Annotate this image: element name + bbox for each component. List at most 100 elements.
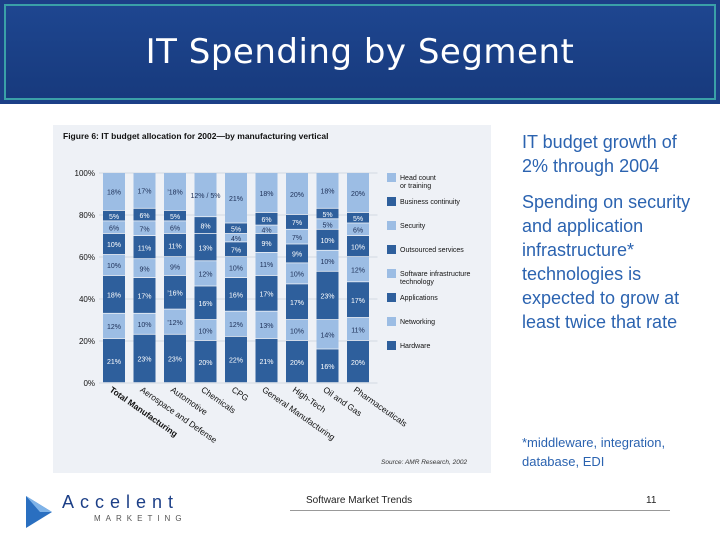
- bar-value-label: 23%: [137, 357, 151, 364]
- bar-segment: [255, 338, 278, 383]
- stacked-bar-chart: Figure 6: IT budget allocation for 2002—…: [53, 125, 491, 473]
- slide-header-frame: IT Spending by Segment: [4, 4, 716, 100]
- legend-swatch: [387, 317, 396, 326]
- bar-value-label: 13%: [198, 245, 212, 252]
- bar-segment: [225, 311, 247, 336]
- bar-segment: [316, 349, 339, 383]
- bar-value-label: 13%: [259, 323, 273, 330]
- legend-swatch: [387, 293, 396, 302]
- bar-value-label: 7%: [292, 235, 302, 242]
- bar-segment: [103, 221, 125, 234]
- bar-value-label: 9%: [139, 266, 149, 273]
- bar-value-label: 20%: [351, 191, 365, 198]
- bar-value-label: 5%: [109, 214, 119, 221]
- footer-divider: [290, 510, 670, 511]
- bar-segment: [194, 286, 217, 320]
- logo-tagline: MARKETING: [94, 514, 187, 523]
- chart-legend: Head count or training Business continuity…: [387, 173, 471, 350]
- bar-segment: [133, 173, 156, 208]
- bar-value-label: 18%: [107, 190, 121, 197]
- bar-value-label: 7%: [139, 226, 149, 233]
- figure-panel: Figure 6: IT budget allocation for 2002—…: [53, 125, 491, 473]
- notes-list: IT budget growth of 2% through 2004 Spen…: [522, 130, 702, 346]
- footer-text: Software Market Trends: [306, 495, 413, 506]
- slide-header: IT Spending by Segment: [0, 0, 720, 104]
- legend-label: Business continuity: [400, 199, 460, 206]
- bar-segment: [164, 275, 186, 309]
- legend-swatch: [387, 341, 396, 350]
- legend-swatch: [387, 221, 396, 230]
- bar-value-label: 7%: [292, 220, 302, 227]
- bar-value-label: 10%: [320, 238, 334, 245]
- bar-segment: [103, 313, 125, 339]
- bar-value-label: 21%: [107, 359, 121, 366]
- logo-name: Accelent: [62, 492, 180, 512]
- bar-value-label: 6%: [261, 217, 271, 224]
- bar-value-label: 10%: [290, 272, 304, 279]
- bar-segment: [255, 173, 278, 213]
- legend-label: Applications: [400, 295, 438, 302]
- bar-segment: [316, 320, 339, 349]
- bar-segment: [286, 215, 308, 229]
- y-axis: 0% 20% 40% 60% 80% 100%: [75, 169, 95, 388]
- y-tick-label: 0%: [83, 379, 95, 388]
- bar-value-label: 8%: [200, 223, 210, 230]
- bar-segment: [347, 212, 369, 223]
- logo-triangle-icon: [26, 496, 52, 528]
- bar-value-label: 5%: [322, 222, 332, 229]
- bar-segment: [255, 225, 278, 234]
- bar-value-label: 5%: [322, 212, 332, 219]
- bar-segment: [286, 341, 308, 383]
- legend-swatch: [387, 269, 396, 278]
- bar-segment: [133, 278, 156, 313]
- bar-segment: [103, 233, 125, 255]
- bar-segment: [194, 217, 217, 234]
- bar-value-label: 12%: [107, 324, 121, 331]
- bar-value-label: ’16%: [167, 291, 183, 298]
- bar-value-label: 20%: [290, 192, 304, 199]
- bar-value-label: 10%: [229, 265, 243, 272]
- bar-value-label: 18%: [259, 191, 273, 198]
- bar-value-label: 11%: [168, 243, 182, 250]
- bar-segment: [225, 173, 247, 223]
- bar-segment: [316, 208, 339, 219]
- legend-label: Outsourced services: [400, 247, 464, 254]
- bar-value-label: 4%: [231, 236, 241, 243]
- bar-segment: [286, 320, 308, 341]
- bar-segment: [194, 320, 217, 341]
- bar-segment: [255, 212, 278, 225]
- bar-segment: [103, 210, 125, 221]
- bar-segment: [164, 334, 186, 383]
- bar-segment: [164, 309, 186, 334]
- bar-segment: [225, 336, 247, 383]
- bar-value-label: 9%: [261, 241, 271, 248]
- note-budget-growth: IT budget growth of 2% through 2004: [522, 132, 677, 176]
- bar-segment: [286, 244, 308, 263]
- chart-title: Figure 6: IT budget allocation for 2002—…: [63, 131, 328, 141]
- bar-value-label: 10%: [107, 242, 121, 249]
- bar-segment: [316, 271, 339, 320]
- legend-label: Security: [400, 223, 426, 230]
- bar-segment: [164, 257, 186, 276]
- bar-value-label: 10%: [198, 328, 212, 335]
- bar-value-label: 6%: [170, 225, 180, 232]
- bar-segment: [225, 233, 247, 242]
- footnote: *middleware, integration, database, EDI: [522, 435, 666, 469]
- bar-value-label: 5%: [170, 214, 180, 221]
- bar-value-label: 18%: [320, 189, 334, 196]
- y-tick-label: 40%: [79, 295, 95, 304]
- bar-segment: [255, 311, 278, 339]
- bar-segment: [164, 173, 186, 210]
- bar-value-label: 16%: [320, 364, 334, 371]
- bar-segment: [255, 233, 278, 252]
- bar-value-label: 11%: [138, 245, 152, 252]
- bar-segment: [347, 257, 369, 282]
- bar-value-label: 10%: [107, 263, 121, 270]
- bar-segment: [133, 221, 156, 236]
- bar-segment: [347, 282, 369, 318]
- bar-segment: [316, 219, 339, 229]
- bar-segment: [133, 259, 156, 278]
- bar-value-label: ’12%: [167, 320, 183, 327]
- bar-segment: [347, 317, 369, 341]
- bar-value-label: 17%: [137, 294, 151, 301]
